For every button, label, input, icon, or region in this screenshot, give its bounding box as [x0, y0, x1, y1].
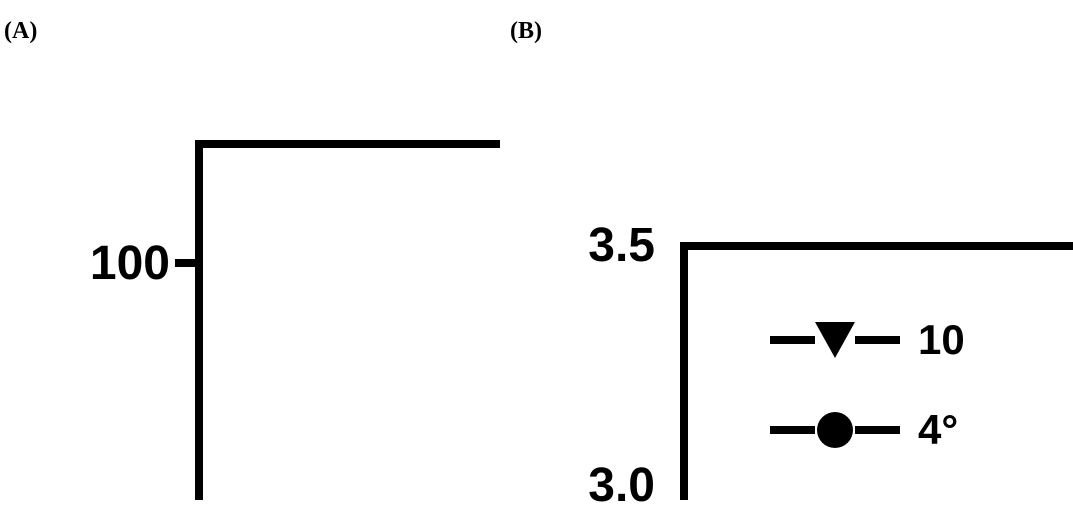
panel-b-tick-label-3p0: 3.0: [560, 458, 655, 513]
triangle-down-icon: [813, 318, 857, 362]
legend-line-right-2: [855, 426, 900, 434]
panel-a-tick-100: [175, 259, 197, 267]
legend-line-left-2: [770, 426, 815, 434]
legend-label-2: 4°: [918, 406, 958, 454]
panel-a-top-rule: [195, 140, 500, 148]
legend-line-left-1: [770, 336, 815, 344]
panel-b-y-axis: [680, 242, 688, 500]
panel-label-b: (B): [510, 18, 542, 45]
panel-b-top-rule: [680, 242, 1073, 250]
legend-item-1: 10: [770, 318, 965, 362]
legend-label-1: 10: [918, 316, 965, 364]
circle-icon: [815, 410, 855, 450]
panel-a-y-axis: [195, 140, 203, 500]
panel-label-a: (A): [4, 18, 37, 45]
legend-line-right-1: [855, 336, 900, 344]
panel-a-tick-label-100: 100: [60, 236, 170, 291]
legend-item-2: 4°: [770, 408, 958, 452]
panel-b-tick-label-3p5: 3.5: [560, 218, 655, 273]
